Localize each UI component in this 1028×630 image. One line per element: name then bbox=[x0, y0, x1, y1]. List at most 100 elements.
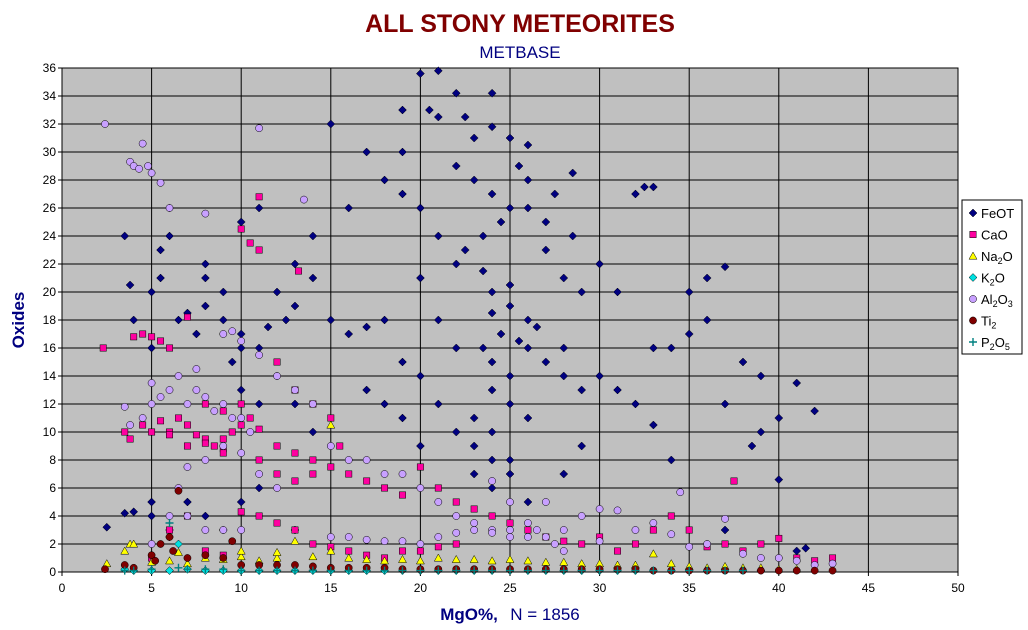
data-point-feot bbox=[344, 329, 354, 339]
data-point-feot bbox=[523, 343, 533, 353]
data-point-feot bbox=[514, 336, 524, 346]
data-point-feot bbox=[326, 119, 336, 129]
data-point-al2o3 bbox=[174, 372, 183, 380]
data-point-tio2 bbox=[165, 533, 174, 541]
data-point-feot bbox=[496, 329, 506, 339]
data-point-al2o3 bbox=[828, 559, 837, 568]
series-cao bbox=[99, 193, 837, 565]
y-tick-label: 6 bbox=[49, 481, 56, 495]
data-point-feot bbox=[505, 469, 515, 479]
data-point-feot bbox=[469, 175, 479, 185]
data-point-feot bbox=[398, 189, 407, 199]
data-point-feot bbox=[720, 262, 730, 272]
data-point-feot bbox=[129, 315, 139, 325]
legend-label-feot: FeOT bbox=[981, 206, 1014, 221]
data-point-feot bbox=[183, 497, 192, 507]
data-point-al2o3 bbox=[237, 337, 246, 345]
data-point-al2o3 bbox=[533, 526, 541, 534]
legend-marker-p2o5 bbox=[969, 338, 977, 346]
data-point-cao bbox=[273, 358, 281, 366]
data-point-feot bbox=[398, 105, 407, 115]
data-point-p2o5 bbox=[577, 566, 586, 575]
data-point-cao bbox=[488, 512, 496, 520]
data-point-tio2 bbox=[183, 554, 192, 562]
data-point-al2o3 bbox=[201, 209, 210, 218]
data-point-feot bbox=[398, 357, 407, 367]
data-point-na2o bbox=[165, 556, 174, 565]
data-point-feot bbox=[505, 455, 515, 465]
data-point-feot bbox=[254, 399, 264, 409]
y-tick-label: 16 bbox=[43, 341, 57, 355]
data-point-al2o3 bbox=[147, 540, 156, 548]
data-point-al2o3 bbox=[309, 400, 317, 408]
data-point-cao bbox=[237, 508, 245, 516]
data-point-al2o3 bbox=[192, 365, 201, 373]
data-point-na2o bbox=[648, 549, 658, 558]
data-point-p2o5 bbox=[165, 519, 174, 527]
data-point-cao bbox=[345, 547, 353, 555]
data-point-cao bbox=[183, 442, 191, 450]
data-point-cao bbox=[295, 267, 302, 275]
data-point-feot bbox=[451, 259, 461, 269]
data-point-p2o5 bbox=[631, 566, 640, 575]
data-point-feot bbox=[451, 88, 461, 98]
data-point-al2o3 bbox=[595, 537, 604, 546]
data-point-al2o3 bbox=[434, 498, 443, 506]
data-point-cao bbox=[130, 333, 138, 341]
data-point-al2o3 bbox=[416, 540, 425, 548]
data-point-cao bbox=[399, 491, 406, 499]
data-point-al2o3 bbox=[541, 498, 550, 506]
series-p2o5 bbox=[120, 519, 747, 575]
data-point-feot bbox=[290, 259, 300, 269]
y-tick-label: 18 bbox=[43, 313, 57, 327]
data-point-feot bbox=[362, 147, 371, 157]
data-point-feot bbox=[236, 497, 246, 507]
data-point-feot bbox=[631, 189, 640, 199]
data-point-cao bbox=[273, 470, 281, 478]
data-point-cao bbox=[157, 337, 165, 345]
data-point-al2o3 bbox=[488, 477, 496, 485]
data-point-cao bbox=[219, 435, 227, 443]
data-point-cao bbox=[166, 344, 173, 352]
data-point-feot bbox=[433, 112, 443, 122]
legend-label-cao: CaO bbox=[981, 228, 1008, 243]
data-point-p2o5 bbox=[523, 566, 532, 575]
data-point-p2o5 bbox=[380, 566, 389, 575]
data-point-feot bbox=[156, 245, 165, 255]
data-point-cao bbox=[757, 540, 765, 548]
data-point-feot bbox=[451, 427, 461, 437]
y-tick-label: 2 bbox=[49, 537, 56, 551]
data-point-feot bbox=[308, 273, 318, 283]
data-point-p2o5 bbox=[738, 566, 747, 575]
data-point-tio2 bbox=[151, 556, 160, 565]
data-point-feot bbox=[125, 280, 135, 290]
data-point-feot bbox=[487, 122, 497, 132]
data-point-feot bbox=[416, 273, 425, 283]
data-point-cao bbox=[121, 428, 129, 436]
data-point-feot bbox=[756, 371, 766, 381]
data-point-p2o5 bbox=[703, 566, 712, 575]
data-point-al2o3 bbox=[255, 470, 263, 478]
data-point-feot bbox=[532, 322, 542, 332]
data-point-cao bbox=[291, 526, 299, 534]
data-point-p2o5 bbox=[470, 566, 479, 575]
x-axis-label-main: MgO%, bbox=[440, 605, 498, 624]
y-tick-label: 30 bbox=[43, 145, 57, 159]
data-point-na2o bbox=[505, 554, 515, 563]
data-point-feot bbox=[613, 385, 622, 395]
data-point-al2o3 bbox=[326, 533, 335, 541]
data-point-cao bbox=[685, 526, 693, 534]
x-tick-label: 15 bbox=[324, 581, 338, 595]
data-point-feot bbox=[254, 203, 264, 213]
data-point-feot bbox=[236, 385, 246, 395]
data-point-cao bbox=[255, 456, 263, 464]
legend-marker-tio2 bbox=[969, 316, 977, 325]
data-point-feot bbox=[666, 455, 676, 465]
y-tick-label: 24 bbox=[43, 229, 57, 243]
data-point-al2o3 bbox=[183, 400, 192, 408]
data-point-feot bbox=[595, 259, 604, 269]
data-point-al2o3 bbox=[595, 505, 604, 513]
data-point-cao bbox=[237, 421, 245, 429]
data-point-cao bbox=[166, 431, 173, 439]
data-point-al2o3 bbox=[506, 526, 514, 534]
